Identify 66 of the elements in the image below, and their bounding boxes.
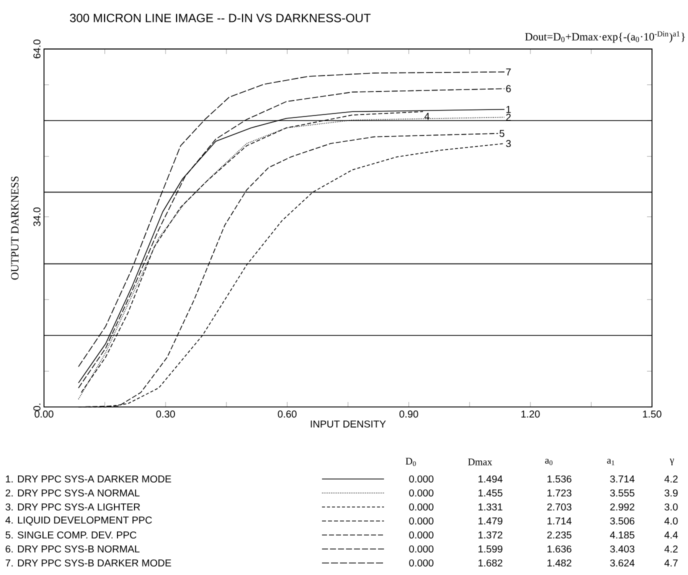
x-tick-label: 0.30 <box>156 410 175 418</box>
text: 0.000 <box>409 531 434 539</box>
text: a$_{0}$ <box>545 458 552 466</box>
text: 1.331 <box>478 503 502 511</box>
text: 2.235 <box>547 531 572 539</box>
text: 7. DRY PPC SYS-B DARKER MODE <box>6 559 172 567</box>
text: 3.0 <box>664 503 678 511</box>
text: 1.494 <box>478 475 503 483</box>
text: γ <box>670 458 674 466</box>
text: 3.624 <box>610 559 635 567</box>
text: 1.723 <box>548 489 572 497</box>
text: 1.599 <box>478 545 502 553</box>
series-label: 4 <box>424 112 430 120</box>
text: 1.682 <box>478 559 502 567</box>
text: 3.555 <box>610 489 634 497</box>
text: 0.000 <box>409 503 434 511</box>
text: 1.455 <box>478 489 502 496</box>
text: 6. DRY PPC SYS-B NORMAL <box>6 545 140 553</box>
text: 3.506 <box>610 517 634 525</box>
text: D$_{0}$ <box>406 458 416 466</box>
text: 2.992 <box>610 503 634 511</box>
text: 5. SINGLE COMP. DEV. PPC <box>6 531 136 539</box>
text: 2. DRY PPC SYS-A NORMAL <box>6 489 140 497</box>
series-label: 1 <box>506 106 511 113</box>
text: 0.000 <box>409 545 434 553</box>
text: Dmax <box>468 458 492 466</box>
text: 4.2 <box>664 476 678 482</box>
text: 4.4 <box>664 532 678 538</box>
text: 3.403 <box>610 545 634 553</box>
text: 4.7 <box>664 560 678 566</box>
y-tick-label: 34.0 <box>33 207 40 226</box>
x-tick-label: 1.50 <box>643 410 662 418</box>
text: 1.479 <box>478 517 502 525</box>
text: 1.536 <box>548 475 572 483</box>
y-axis-title: OUTPUT DARKNESS <box>11 176 19 280</box>
x-axis-title: INPUT DENSITY <box>310 420 386 428</box>
series-label: 7 <box>506 68 511 76</box>
text: 1.636 <box>548 545 572 553</box>
text: 1. DRY PPC SYS-A DARKER MODE <box>6 475 172 483</box>
text: Dout=D$_{0}$+Dmax·exp{-(a$_{0}$·10$^{-Din}$)$^{a1}$} <box>525 31 685 43</box>
series-label: 5 <box>500 130 504 137</box>
text: 4.2 <box>664 545 678 552</box>
text: 4.0 <box>664 517 678 525</box>
text: 1.714 <box>548 518 572 524</box>
y-tick-label: 64.0 <box>33 40 40 58</box>
text: 3.9 <box>664 489 678 497</box>
text: 1.482 <box>548 559 572 567</box>
y-tick-label: 0. <box>33 404 40 411</box>
text: 3.714 <box>610 475 635 483</box>
text: 0.000 <box>409 559 434 567</box>
text: 2.703 <box>547 503 572 511</box>
text: 0.000 <box>409 475 434 483</box>
x-tick-label: 0.90 <box>399 410 418 418</box>
x-tick-label: 1.20 <box>521 410 540 418</box>
x-tick-label: 0.00 <box>34 410 54 418</box>
text: a$_{1}$ <box>607 458 614 466</box>
text: 1.372 <box>478 531 502 539</box>
x-tick-label: 0.60 <box>278 410 297 418</box>
series-label: 6 <box>506 85 511 92</box>
text: 0.000 <box>409 489 434 497</box>
text: 3. DRY PPC SYS-A LIGHTER <box>6 503 140 511</box>
chart-title: 300 MICRON LINE IMAGE -- D-IN VS DARKNESS-OUT <box>70 14 371 22</box>
series-label: 3 <box>506 140 511 148</box>
text: 4.185 <box>610 531 634 539</box>
text: 4. LIQUID DEVELOPMENT PPC <box>5 516 152 526</box>
text: 0.000 <box>409 517 434 525</box>
